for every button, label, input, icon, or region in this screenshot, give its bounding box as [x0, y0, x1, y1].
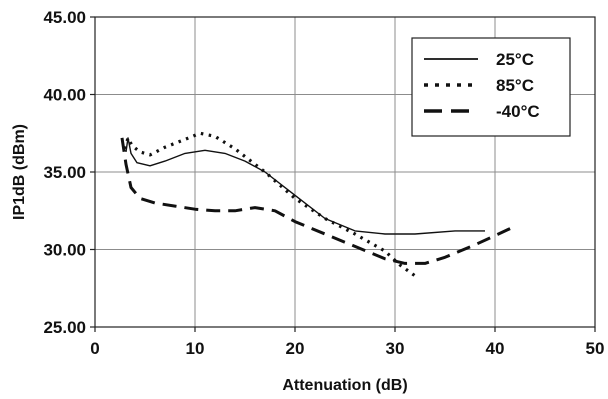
x-tick-label: 10 — [186, 339, 205, 358]
y-tick-label: 45.00 — [43, 8, 86, 27]
x-tick-label: 40 — [486, 339, 505, 358]
x-tick-label: 50 — [586, 339, 605, 358]
y-tick-label: 35.00 — [43, 163, 86, 182]
legend-label-2: 85°C — [496, 76, 534, 95]
legend-label-1: 25°C — [496, 50, 534, 69]
y-tick-labels: 25.00 30.00 35.00 40.00 45.00 — [43, 8, 95, 337]
legend-label-3: -40°C — [496, 102, 540, 121]
legend-box — [411, 37, 571, 137]
x-tick-label: 0 — [90, 339, 99, 358]
x-tick-label: 30 — [386, 339, 405, 358]
y-tick-label: 40.00 — [43, 86, 86, 105]
x-tick-label: 20 — [286, 339, 305, 358]
y-tick-label: 30.00 — [43, 241, 86, 260]
x-tick-labels: 0 10 20 30 40 50 — [90, 327, 604, 358]
series-line-1 — [125, 137, 485, 235]
series-layer — [120, 131, 516, 278]
y-axis-title: IP1dB (dBm) — [11, 124, 28, 220]
legend: 25°C 85°C -40°C — [411, 37, 571, 137]
x-axis-title: Attenuation (dB) — [282, 377, 407, 394]
y-tick-label: 25.00 — [43, 318, 86, 337]
series-line-3 — [120, 137, 516, 265]
